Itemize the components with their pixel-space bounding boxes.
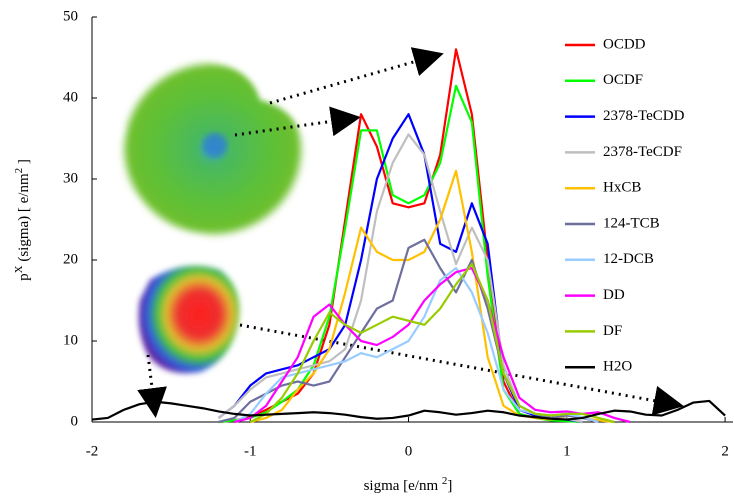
y-axis-label: pX (sigma) [ e/nm2 ] [13,159,33,281]
x-tick-label: 2 [721,443,729,459]
y-label-part: p [16,273,32,281]
y-tick-label: 50 [63,8,78,24]
legend-label: H2O [603,359,632,375]
series-line [234,267,631,424]
y-label-part: X [13,265,25,273]
legend-label: DD [603,287,625,303]
x-label-part: sigma [e/nm [364,478,442,494]
x-axis-label: sigma [e/nm 2] [364,475,453,495]
x-tick-label: -2 [86,443,99,459]
y-label-part: ] [16,159,32,168]
molecule-images [120,59,306,374]
legend-label: OCDF [603,72,643,88]
molecule-water [138,265,240,374]
legend-label: OCDD [603,36,646,52]
legend-label: 124-TCB [603,215,660,231]
y-tick-label: 40 [63,89,78,105]
series-line [91,399,726,421]
x-tick-label: -1 [244,443,257,459]
x-tick-label: 0 [405,443,413,459]
y-tick-label: 10 [63,332,78,348]
legend-label: 2378-TeCDD [603,108,685,124]
x-tick-label: 1 [563,443,571,459]
x-label-part: ] [447,478,452,494]
legend-label: DF [603,323,622,339]
y-tick-label: 0 [71,413,79,429]
y-label-part: 2 [13,168,25,174]
legend-label: HxCB [603,180,641,196]
y-tick-label: 30 [63,170,78,186]
y-label-part: (sigma) [ e/nm [16,173,32,265]
legend-label: 12-DCB [603,251,654,267]
legend-label: 2378-TeCDF [603,144,682,160]
x-label-part: 2 [442,475,448,487]
series-line [218,84,583,424]
arrows [137,47,684,418]
series-line [249,262,615,424]
y-tick-label: 20 [63,251,78,267]
